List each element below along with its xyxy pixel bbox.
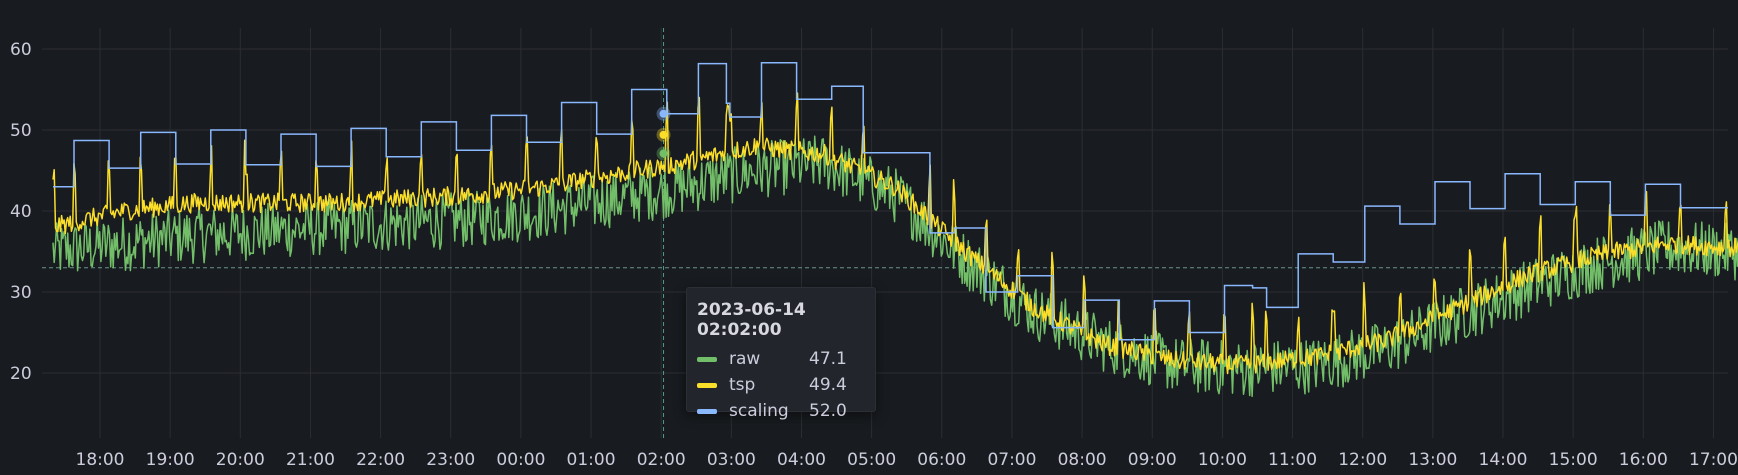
x-tick-label-4: 22:00 xyxy=(356,450,405,470)
x-tick-label-8: 02:00 xyxy=(637,450,686,470)
y-tick-label-20: 20 xyxy=(10,364,32,384)
tooltip-swatch-tsp xyxy=(697,382,717,388)
tooltip-row-tsp: tsp 49.4 xyxy=(697,372,865,398)
x-tick-label-3: 21:00 xyxy=(286,450,335,470)
series-line-raw xyxy=(52,135,1738,398)
x-tick-label-2: 20:00 xyxy=(216,450,265,470)
x-tick-label-18: 12:00 xyxy=(1338,450,1387,470)
y-tick-label-50: 50 xyxy=(10,121,32,141)
y-tick-label-30: 30 xyxy=(10,283,32,303)
x-tick-label-21: 15:00 xyxy=(1549,450,1598,470)
tooltip-name-scaling: scaling xyxy=(729,401,789,421)
x-tick-label-16: 10:00 xyxy=(1198,450,1247,470)
tooltip-name-tsp: tsp xyxy=(729,375,756,395)
tooltip-value-tsp: 49.4 xyxy=(809,375,847,395)
tooltip-swatch-raw xyxy=(697,356,717,362)
tooltip-swatch-scaling xyxy=(697,408,717,414)
tooltip-value-raw: 47.1 xyxy=(809,349,847,369)
x-tick-label-17: 11:00 xyxy=(1268,450,1317,470)
x-tick-label-15: 09:00 xyxy=(1128,450,1177,470)
x-tick-label-10: 04:00 xyxy=(777,450,826,470)
x-tick-label-19: 13:00 xyxy=(1408,450,1457,470)
tooltip-row-scaling: scaling 52.0 xyxy=(697,398,865,424)
hover-point-tsp xyxy=(659,130,668,139)
tooltip-row-raw: raw 47.1 xyxy=(697,346,865,372)
hover-tooltip: 2023-06-14 02:02:00 raw 47.1 tsp 49.4 sc… xyxy=(686,287,876,421)
x-tick-label-6: 00:00 xyxy=(496,450,545,470)
x-tick-label-20: 14:00 xyxy=(1479,450,1528,470)
y-tick-label-60: 60 xyxy=(10,40,32,60)
series-line-tsp xyxy=(52,92,1738,375)
x-tick-label-9: 03:00 xyxy=(707,450,756,470)
x-tick-label-5: 23:00 xyxy=(426,450,475,470)
hover-point-scaling xyxy=(659,109,668,118)
x-tick-label-11: 05:00 xyxy=(847,450,896,470)
y-tick-label-40: 40 xyxy=(10,202,32,222)
x-tick-label-22: 16:00 xyxy=(1619,450,1668,470)
tooltip-value-scaling: 52.0 xyxy=(809,401,847,421)
series-line-scaling xyxy=(53,62,1728,341)
x-tick-label-13: 07:00 xyxy=(987,450,1036,470)
x-tick-label-14: 08:00 xyxy=(1058,450,1107,470)
hover-point-raw xyxy=(659,149,668,158)
x-tick-label-7: 01:00 xyxy=(567,450,616,470)
tooltip-name-raw: raw xyxy=(729,349,761,369)
x-tick-label-12: 06:00 xyxy=(917,450,966,470)
x-tick-label-1: 19:00 xyxy=(146,450,195,470)
x-tick-label-23: 17:00 xyxy=(1689,450,1738,470)
x-tick-label-0: 18:00 xyxy=(76,450,125,470)
tooltip-time: 2023-06-14 02:02:00 xyxy=(697,300,806,340)
